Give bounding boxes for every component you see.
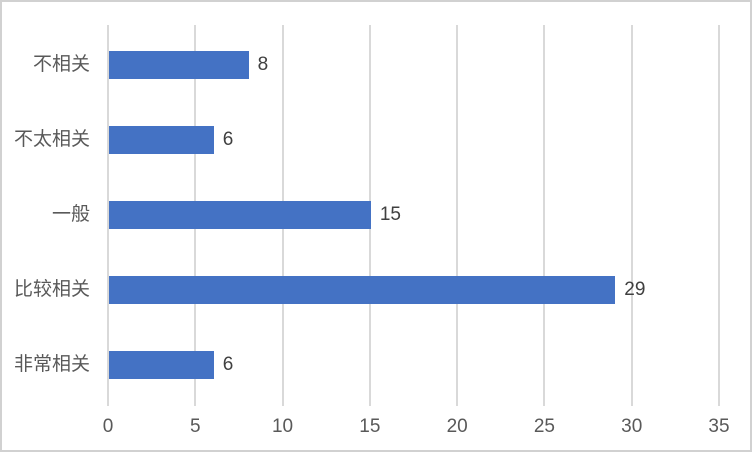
vertical-gridline-35 [718, 25, 720, 406]
data-label-5: 6 [222, 353, 234, 375]
x-axis-tick-label-10: 10 [271, 416, 294, 437]
data-label-3: 15 [379, 203, 401, 225]
vertical-gridline-30 [630, 25, 633, 406]
bar-1 [109, 50, 249, 79]
category-label-2: 不太相关 [13, 128, 90, 150]
bar-4 [109, 275, 616, 304]
data-label-2: 6 [222, 128, 234, 150]
x-axis-tick-label-20: 20 [446, 416, 468, 437]
x-axis-tick-label-25: 25 [533, 416, 555, 437]
x-axis-tick-label-0: 0 [102, 416, 114, 437]
vertical-gridline-20 [456, 25, 459, 406]
data-label-1: 8 [257, 53, 269, 75]
category-label-1: 不相关 [32, 53, 90, 75]
vertical-gridline-0 [107, 25, 109, 406]
bar-3 [109, 200, 371, 229]
bar-2 [109, 125, 214, 154]
category-label-5: 非常相关 [13, 353, 90, 375]
x-axis-tick-label-30: 30 [621, 416, 643, 437]
x-axis-tick-label-35: 35 [708, 416, 730, 437]
x-axis-tick-label-15: 15 [359, 416, 381, 437]
data-label-4: 29 [624, 278, 646, 300]
bar-5 [109, 350, 214, 379]
vertical-gridline-25 [543, 25, 546, 406]
x-axis-tick-label-5: 5 [189, 416, 201, 437]
category-label-3: 一般 [51, 203, 90, 225]
category-label-4: 比较相关 [13, 278, 90, 300]
